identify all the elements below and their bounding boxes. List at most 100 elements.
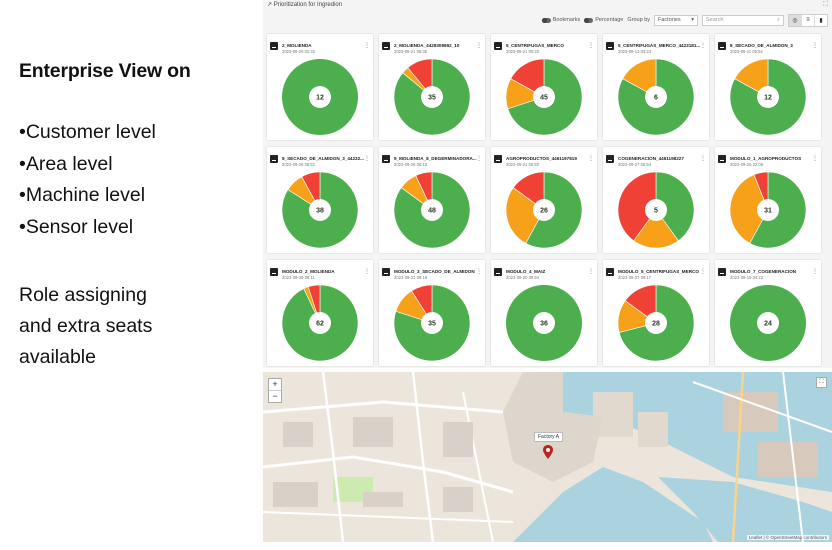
donut-slice-red[interactable] — [512, 171, 545, 211]
card-name: MODULO_5_CENTRIFUGAS_MERCO — [618, 269, 699, 274]
dashboard-title-text: Prioritization for Ingredion — [273, 2, 343, 8]
more-options-icon[interactable]: ⋮ — [700, 156, 706, 162]
card-name: 2_MOLIENDA_4428308892_10 — [394, 43, 460, 48]
machine-icon — [718, 42, 726, 50]
more-options-icon[interactable]: ⋮ — [364, 156, 370, 162]
donut-card[interactable]: 5_CENTRIFUGAS_MERCO 2023-09-21 00:20 ⋮ 45 — [491, 34, 597, 140]
donut-slice-orange[interactable] — [734, 58, 769, 98]
machine-icon — [494, 268, 502, 276]
donut-card[interactable]: 5_CENTRIFUGAS_MERCO_4423181... 2023-09-13… — [603, 34, 709, 140]
donut-card[interactable]: MODULO_3_SECADO_DE_ALMIDON 2023-09-21 06:… — [379, 260, 485, 366]
more-options-icon[interactable]: ⋮ — [476, 43, 482, 49]
role-line: Role assigning — [19, 284, 147, 306]
donut-card-grid: 2_MOLIENDA 2023-09-25 02:32 ⋮ 12 2_MOLIENDA_… — [267, 34, 828, 366]
donut-chart: 38 — [281, 171, 359, 249]
donut-chart: 5 — [617, 171, 695, 249]
donut-total-label: 6 — [654, 95, 658, 102]
toggle-switch-icon — [584, 17, 594, 23]
donut-hole — [757, 312, 779, 334]
card-name: MODULO_1_AGROPRODUCTOS — [730, 156, 802, 161]
donut-slice-red[interactable] — [510, 58, 545, 98]
donut-chart: 45 — [505, 58, 583, 136]
card-date: 2023-09-26 08:13 — [394, 162, 428, 167]
more-options-icon[interactable]: ⋮ — [700, 269, 706, 275]
card-name: AGROPRODUCTOS_4461197819 — [506, 156, 577, 161]
more-options-icon[interactable]: ⋮ — [588, 156, 594, 162]
donut-card[interactable]: 8_SECADO_DE_ALMIDON_3 2023-09-11 05:54 ⋮ 12 — [715, 34, 821, 140]
card-date: 2023-09-21 06:35 — [394, 49, 428, 54]
donut-slice-red[interactable] — [624, 284, 657, 324]
card-date: 2023-09-21 06:18 — [394, 275, 428, 280]
donut-card[interactable]: COGENERACION_4461198227 2023-09-27 05:54 ⋮… — [603, 147, 709, 253]
role-text: Role assigning and extra seats available — [19, 280, 254, 373]
card-name: 5_CENTRIFUGAS_MERCO_4423181... — [618, 43, 701, 48]
more-options-icon[interactable]: ⋮ — [588, 43, 594, 49]
card-date: 2023-09-13 03:23 — [618, 49, 652, 54]
list-view-icon[interactable]: ≡ — [801, 14, 814, 26]
donut-hole — [645, 86, 667, 108]
card-date: 2023-09-26 08:51 — [282, 162, 316, 167]
card-name: 5_CENTRIFUGAS_MERCO — [506, 43, 564, 48]
more-options-icon[interactable]: ⋮ — [588, 269, 594, 275]
donut-total-label: 5 — [654, 208, 658, 215]
map-view-icon[interactable]: ▮ — [814, 14, 827, 26]
donut-card[interactable]: 2_MOLIENDA 2023-09-25 02:32 ⋮ 12 — [267, 34, 373, 140]
dashboard-topbar: ↗ Prioritization for Ingredion ⛶ — [263, 0, 832, 12]
donut-slice-green[interactable] — [729, 58, 807, 136]
donut-chart: 12 — [282, 59, 358, 135]
more-options-icon[interactable]: ⋮ — [812, 156, 818, 162]
donut-hole — [645, 199, 667, 221]
donut-chart: 48 — [393, 171, 471, 249]
zoom-in-button[interactable]: + — [269, 379, 281, 391]
donut-slice-orange[interactable] — [505, 187, 545, 244]
donut-slice-orange[interactable] — [622, 58, 657, 98]
expand-icon[interactable]: ⛶ — [823, 1, 828, 8]
machine-icon — [270, 42, 278, 50]
donut-card[interactable]: AGROPRODUCTOS_4461197819 2023-09-21 05:50… — [491, 147, 597, 253]
search-input[interactable]: Search ⌕ — [702, 14, 784, 26]
donut-slice-green[interactable] — [655, 171, 695, 242]
machine-icon — [382, 155, 390, 163]
machine-icon — [606, 268, 614, 276]
donut-card[interactable]: MODULO_5_CENTRIFUGAS_MERCO 2023-09-27 06:… — [603, 260, 709, 366]
donut-slice-orange[interactable] — [633, 209, 679, 249]
more-options-icon[interactable]: ⋮ — [812, 269, 818, 275]
donut-card[interactable]: 2_MOLIENDA_4428308892_10 2023-09-21 06:35… — [379, 34, 485, 140]
zoom-out-button[interactable]: − — [272, 391, 278, 401]
more-options-icon[interactable]: ⋮ — [476, 269, 482, 275]
more-options-icon[interactable]: ⋮ — [812, 43, 818, 49]
percentage-toggle[interactable]: Percentage — [584, 17, 623, 23]
donut-slice-red[interactable] — [407, 58, 433, 98]
donut-slice-orange[interactable] — [729, 174, 769, 244]
map-pin-icon[interactable] — [543, 445, 553, 459]
group-by-select[interactable]: Factories ▾ — [654, 14, 698, 26]
donut-total-label: 36 — [540, 321, 548, 328]
factory-map[interactable]: + − ⛶ Factory A Leaflet | © OpenStreetMa… — [263, 372, 832, 542]
machine-icon — [606, 42, 614, 50]
more-options-icon[interactable]: ⋮ — [700, 43, 706, 49]
donut-card[interactable]: MODULO_1_AGROPRODUCTOS 2023-09-25 22:09 ⋮ 3… — [715, 147, 821, 253]
donut-card[interactable]: MODULO_4_MAIZ 2023-09-20 00:54 ⋮ 36 — [491, 260, 597, 366]
donut-card[interactable]: MODULO_2_MOLIENDA 2023-09-26 06:11 ⋮ 62 — [267, 260, 373, 366]
donut-total-label: 28 — [652, 321, 660, 328]
donut-view-icon[interactable]: ◎ — [789, 14, 801, 26]
dashboard-title: ↗ Prioritization for Ingredion — [267, 1, 342, 8]
card-date: 2023-09-11 05:54 — [730, 49, 763, 54]
more-options-icon[interactable]: ⋮ — [476, 156, 482, 162]
level-item: Machine level — [19, 180, 254, 212]
donut-chart: 6 — [617, 58, 695, 136]
level-item: Area level — [19, 149, 254, 181]
donut-card[interactable]: MODULO_7_COGENERACION 2023-09-19 04:22 ⋮ 24 — [715, 260, 821, 366]
donut-card[interactable]: 9_MOLIENDA_8_DEGERMINADORA... 2023-09-26 … — [379, 147, 485, 253]
donut-hole — [757, 86, 779, 108]
donut-chart: 31 — [729, 171, 807, 249]
donut-slice-green[interactable] — [617, 58, 695, 136]
fullscreen-icon[interactable]: ⛶ — [816, 377, 827, 388]
donut-card[interactable]: 8_SECADO_DE_ALMIDON_3_44232... 2023-09-26… — [267, 147, 373, 253]
more-options-icon[interactable]: ⋮ — [364, 43, 370, 49]
bookmarks-toggle[interactable]: Bookmarks — [541, 17, 580, 23]
more-options-icon[interactable]: ⋮ — [364, 269, 370, 275]
donut-slice-red[interactable] — [617, 171, 657, 242]
donut-total-label: 45 — [540, 95, 548, 102]
map-attribution[interactable]: Leaflet | © OpenStreetMap contributors — [746, 535, 829, 540]
